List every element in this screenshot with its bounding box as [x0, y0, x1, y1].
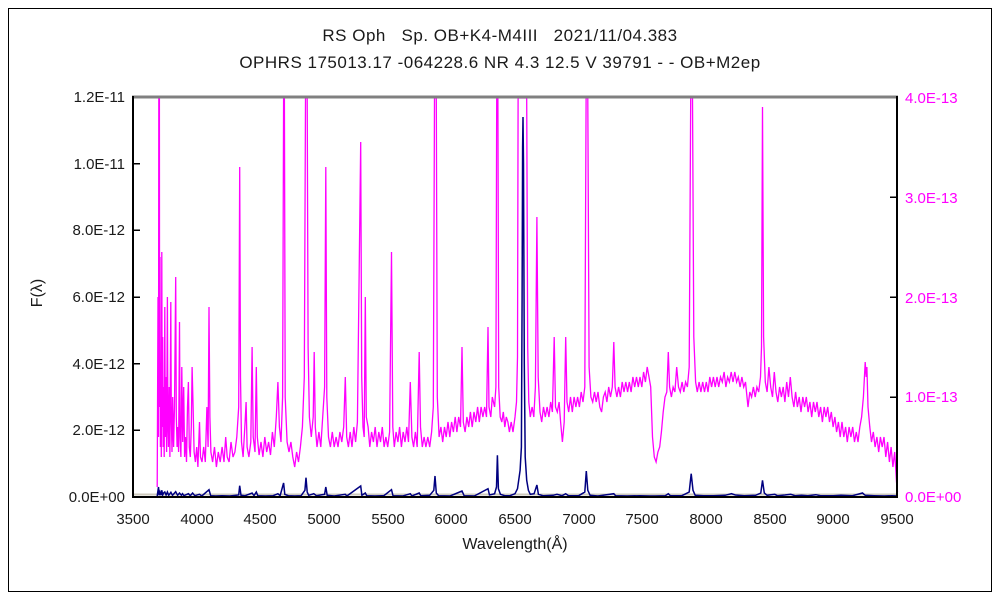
chart-title-line1: RS Oph Sp. OB+K4-M4III 2021/11/04.383: [322, 26, 678, 45]
x-tick-label: 8000: [689, 511, 723, 528]
x-tick-label: 9500: [880, 511, 914, 528]
y-right-tick-label: 4.0E-13: [905, 90, 958, 107]
x-tick-label: 3500: [116, 511, 150, 528]
y-left-tick-label: 2.0E-12: [72, 422, 125, 439]
x-tick-label: 4000: [180, 511, 214, 528]
scaled-spectrum-right-axis-line: [156, 97, 899, 493]
x-tick-label: 9000: [816, 511, 850, 528]
y-left-tick-label: 1.0E-11: [73, 156, 125, 173]
y-right-tick-label: 3.0E-13: [905, 190, 958, 207]
figure-border: [8, 8, 992, 592]
x-tick-label: 7500: [625, 511, 659, 528]
y-left-tick-label: 4.0E-12: [72, 356, 125, 373]
x-tick-label: 4500: [243, 511, 277, 528]
y-left-tick-label: 6.0E-12: [72, 289, 125, 306]
x-tick-label: 7000: [562, 511, 596, 528]
chart-title-line2: OPHRS 175013.17 -064228.6 NR 4.3 12.5 V …: [239, 53, 761, 72]
x-tick-label: 5500: [371, 511, 405, 528]
y-left-tick-label: 8.0E-12: [72, 222, 125, 239]
x-tick-label: 8500: [753, 511, 787, 528]
y-left-tick-label: 1.2E-11: [73, 89, 125, 106]
y-right-tick-label: 0.0E+00: [905, 489, 962, 506]
y-left-tick-label: 0.0E+00: [68, 489, 125, 506]
x-tick-label: 6000: [434, 511, 468, 528]
flux-spectrum-left-axis-line: [156, 116, 898, 498]
x-axis-title: Wavelength(Å): [462, 536, 568, 553]
y-right-tick-label: 2.0E-13: [905, 290, 958, 307]
y-right-tick-label: 1.0E-13: [905, 389, 958, 406]
x-tick-label: 6500: [498, 511, 532, 528]
x-tick-label: 5000: [307, 511, 341, 528]
